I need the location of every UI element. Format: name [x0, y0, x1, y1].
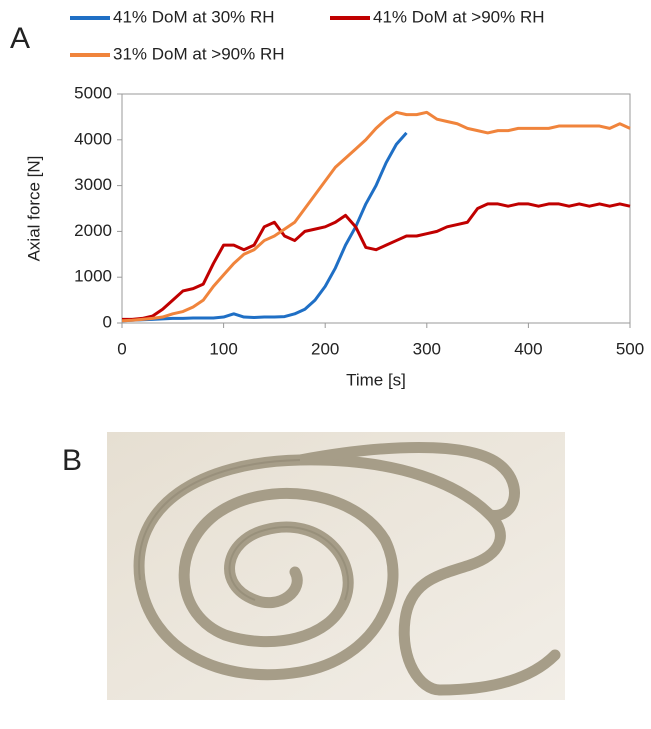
series-line	[121, 110, 631, 323]
x-tick-label: 100	[209, 339, 237, 358]
y-axis-label: Axial force [N]	[24, 156, 43, 262]
x-tick-label: 0	[117, 339, 126, 358]
photo	[107, 432, 565, 700]
y-tick-label: 4000	[74, 129, 112, 148]
x-tick-label: 400	[514, 339, 542, 358]
x-tick-label: 500	[616, 339, 644, 358]
legend-label: 41% DoM at >90% RH	[373, 7, 545, 26]
series-line	[121, 131, 408, 323]
y-tick-label: 2000	[74, 221, 112, 240]
filament-shade	[138, 459, 350, 601]
x-tick-label: 300	[413, 339, 441, 358]
y-tick-label: 5000	[74, 83, 112, 102]
plot-frame	[121, 93, 631, 324]
legend-label: 31% DoM at >90% RH	[113, 44, 285, 63]
panel-label: B	[62, 444, 82, 477]
x-tick-label: 200	[311, 339, 339, 358]
y-tick-label: 3000	[74, 175, 112, 194]
legend-label: 41% DoM at 30% RH	[113, 7, 275, 26]
y-tick-label: 0	[103, 312, 112, 331]
panel-label: A	[10, 22, 30, 55]
y-tick-label: 1000	[74, 267, 112, 286]
x-axis-label: Time [s]	[346, 370, 406, 389]
series-line	[122, 202, 631, 321]
